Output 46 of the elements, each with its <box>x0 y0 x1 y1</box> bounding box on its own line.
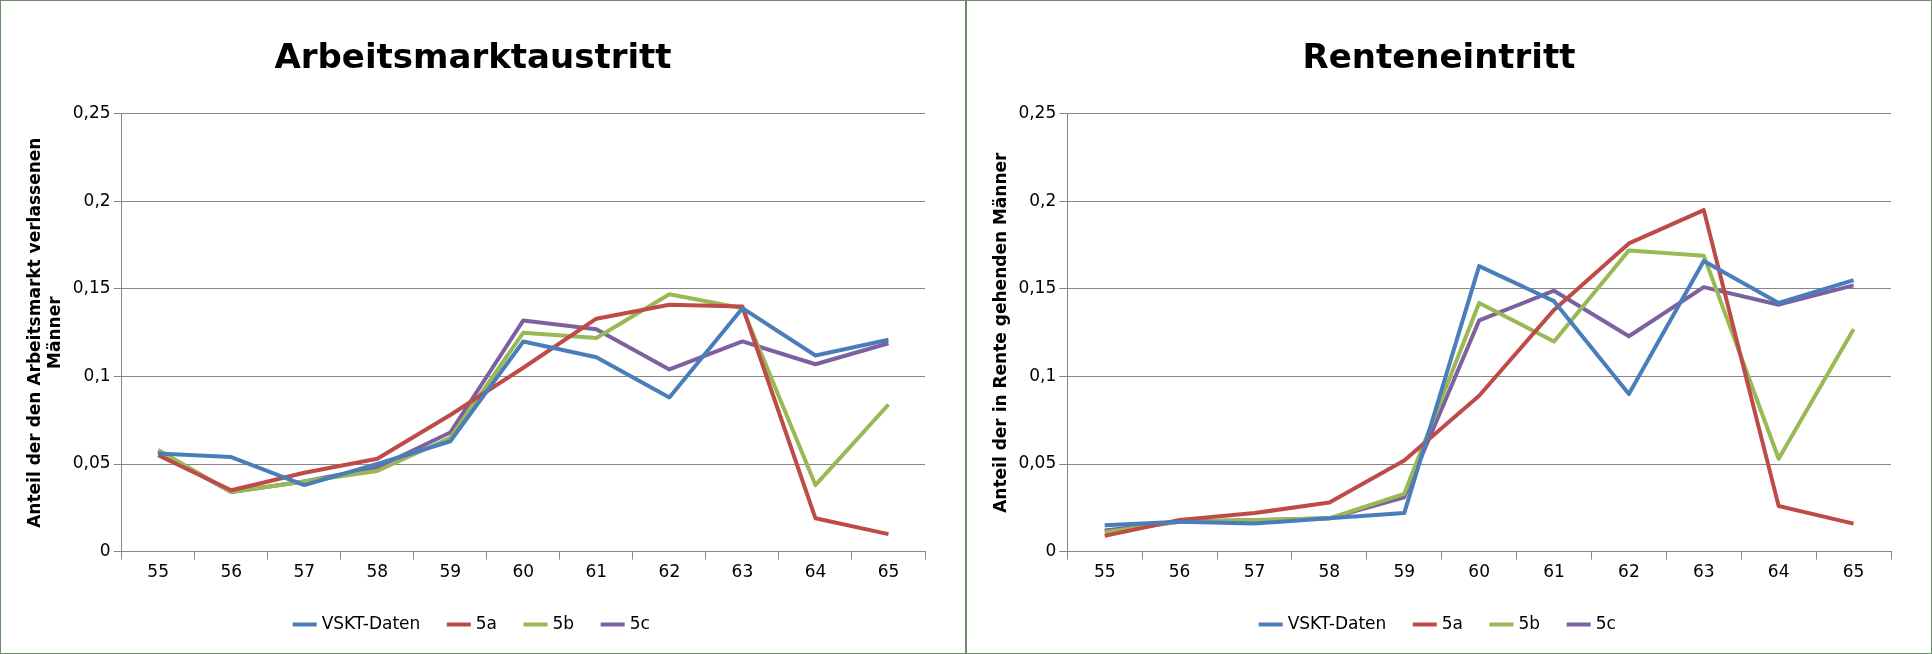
y-tick-label: 0,15 <box>1018 277 1057 298</box>
legend-label: 5a <box>475 612 498 633</box>
y-tick-label: 0,1 <box>1029 364 1057 385</box>
y-tick-label: 0,2 <box>1029 189 1057 210</box>
legend-label: 5b <box>552 612 575 633</box>
y-tick-label: 0,2 <box>83 189 111 210</box>
x-tick-label: 60 <box>1468 561 1490 582</box>
x-tick-label: 59 <box>1393 561 1416 582</box>
x-tick-label: 56 <box>220 561 243 582</box>
y-tick-label: 0,05 <box>1018 452 1057 473</box>
x-tick-label: 55 <box>147 561 169 582</box>
y-tick-label: 0 <box>1045 540 1057 561</box>
x-tick-label: 57 <box>1243 561 1266 582</box>
x-tick-label: 64 <box>804 561 827 582</box>
chart-title: Renteneintritt <box>1302 36 1576 77</box>
x-tick-label: 58 <box>1318 561 1341 582</box>
y-tick-label: 0,25 <box>1018 102 1057 123</box>
y-tick-label: 0,15 <box>72 277 111 298</box>
legend-label: 5a <box>1441 612 1464 633</box>
chart-title: Arbeitsmarktaustritt <box>274 36 672 77</box>
x-tick-label: 64 <box>1767 561 1790 582</box>
y-axis-title: Anteil der den Arbeitsmarkt verlassenen Männer <box>23 137 65 528</box>
x-tick-label: 55 <box>1093 561 1116 582</box>
x-tick-label: 59 <box>439 561 462 582</box>
legend-label: VSKT-Daten <box>321 612 421 633</box>
y-tick-label: 0 <box>99 540 111 561</box>
x-tick-label: 65 <box>1842 561 1865 582</box>
x-tick-label: 65 <box>877 561 900 582</box>
y-axis-title: Anteil der in Rente gehenden Männer <box>989 151 1010 513</box>
legend-label: 5c <box>1595 612 1616 633</box>
x-tick-label: 57 <box>293 561 316 582</box>
x-tick-label: 61 <box>585 561 608 582</box>
x-tick-label: 62 <box>658 561 681 582</box>
legend-label: VSKT-Daten <box>1287 612 1387 633</box>
x-tick-label: 61 <box>1543 561 1565 582</box>
x-tick-label: 63 <box>731 561 754 582</box>
y-tick-label: 0,05 <box>72 452 111 473</box>
x-tick-label: 56 <box>1168 561 1191 582</box>
y-tick-label: 0,25 <box>72 102 111 123</box>
x-tick-label: 63 <box>1692 561 1715 582</box>
x-tick-label: 60 <box>512 561 535 582</box>
y-tick-label: 0,1 <box>83 364 111 385</box>
x-tick-label: 62 <box>1618 561 1640 582</box>
legend-label: 5b <box>1518 612 1541 633</box>
legend-label: 5c <box>629 612 650 633</box>
x-tick-label: 58 <box>366 561 389 582</box>
